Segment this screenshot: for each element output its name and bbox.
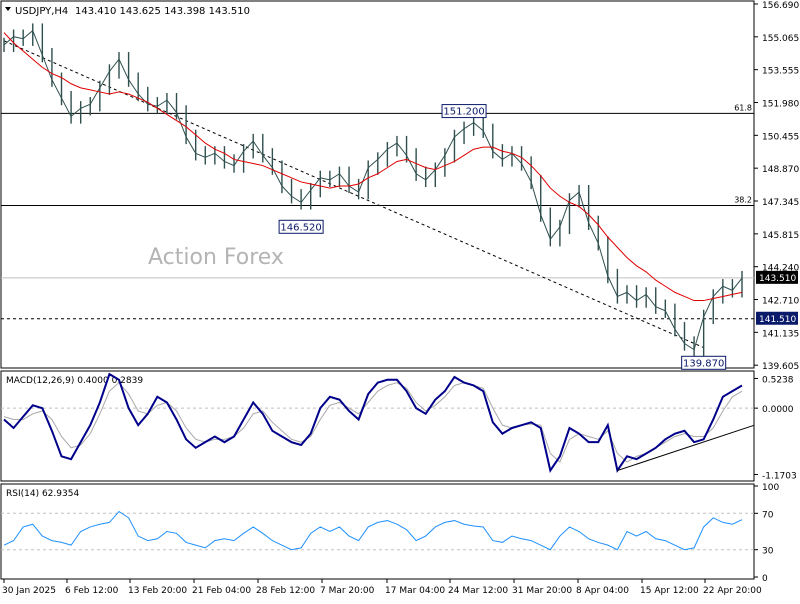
time-axis-label: 30 Jan 2025	[2, 586, 56, 596]
price-axis-label: 156.690	[762, 1, 799, 11]
time-axis-label: 8 Apr 04:00	[576, 586, 629, 596]
time-axis-label: 7 Mar 20:00	[320, 586, 375, 596]
price-axis-label: 142.710	[762, 297, 799, 307]
price-panel	[1, 1, 754, 368]
ohlc-readout: 143.410 143.625 143.398 143.510	[75, 6, 250, 17]
symbol-label: USDJPY,H4	[15, 6, 68, 17]
macd-axis-label: -1.1703	[762, 471, 797, 481]
fib-level-label: 61.8	[734, 103, 752, 112]
time-axis-label: 13 Feb 20:00	[128, 586, 187, 596]
rsi-axis-label: 100	[762, 483, 779, 493]
price-axis-label: 148.870	[762, 165, 799, 175]
price-marker-label: 146.520	[280, 222, 321, 233]
time-axis-label: 21 Feb 04:00	[192, 586, 251, 596]
price-axis-label: 151.980	[762, 100, 799, 110]
price-axis-label: 155.065	[762, 34, 799, 44]
price-axis-label: 141.135	[762, 329, 799, 339]
rsi-axis-label: 0	[762, 574, 768, 584]
fib-level-label: 38.2	[734, 195, 752, 204]
time-axis-label: 22 Apr 20:00	[703, 586, 762, 596]
rsi-label: RSI(14) 62.9354	[6, 489, 79, 499]
watermark: Action Forex	[148, 245, 284, 270]
rsi-axis-label: 70	[762, 510, 774, 520]
price-axis-label: 145.815	[762, 231, 799, 241]
price-marker-label: 151.200	[443, 107, 484, 118]
support-level-label: 141.510	[759, 315, 796, 325]
price-axis-label: 153.555	[762, 67, 799, 77]
time-axis-label: 6 Feb 12:00	[65, 586, 119, 596]
price-axis-label: 150.455	[762, 132, 799, 142]
time-axis-label: 15 Apr 12:00	[640, 586, 699, 596]
macd-axis-label: 0.0000	[762, 405, 794, 415]
rsi-panel	[1, 484, 754, 579]
time-axis-label: 31 Mar 20:00	[512, 586, 572, 596]
price-axis-label: 147.345	[762, 198, 799, 208]
price-axis-label: 139.605	[762, 362, 799, 372]
time-axis-label: 28 Feb 12:00	[256, 586, 315, 596]
time-axis-label: 17 Mar 04:00	[385, 586, 445, 596]
macd-label: MACD(12,26,9) 0.4000 0.2839	[6, 376, 143, 386]
last-price-label: 143.510	[759, 274, 796, 284]
price-marker-label: 139.870	[683, 358, 724, 369]
rsi-axis-label: 30	[762, 547, 774, 557]
macd-axis-label: 0.5238	[762, 375, 794, 385]
time-axis-label: 24 Mar 12:00	[448, 586, 508, 596]
